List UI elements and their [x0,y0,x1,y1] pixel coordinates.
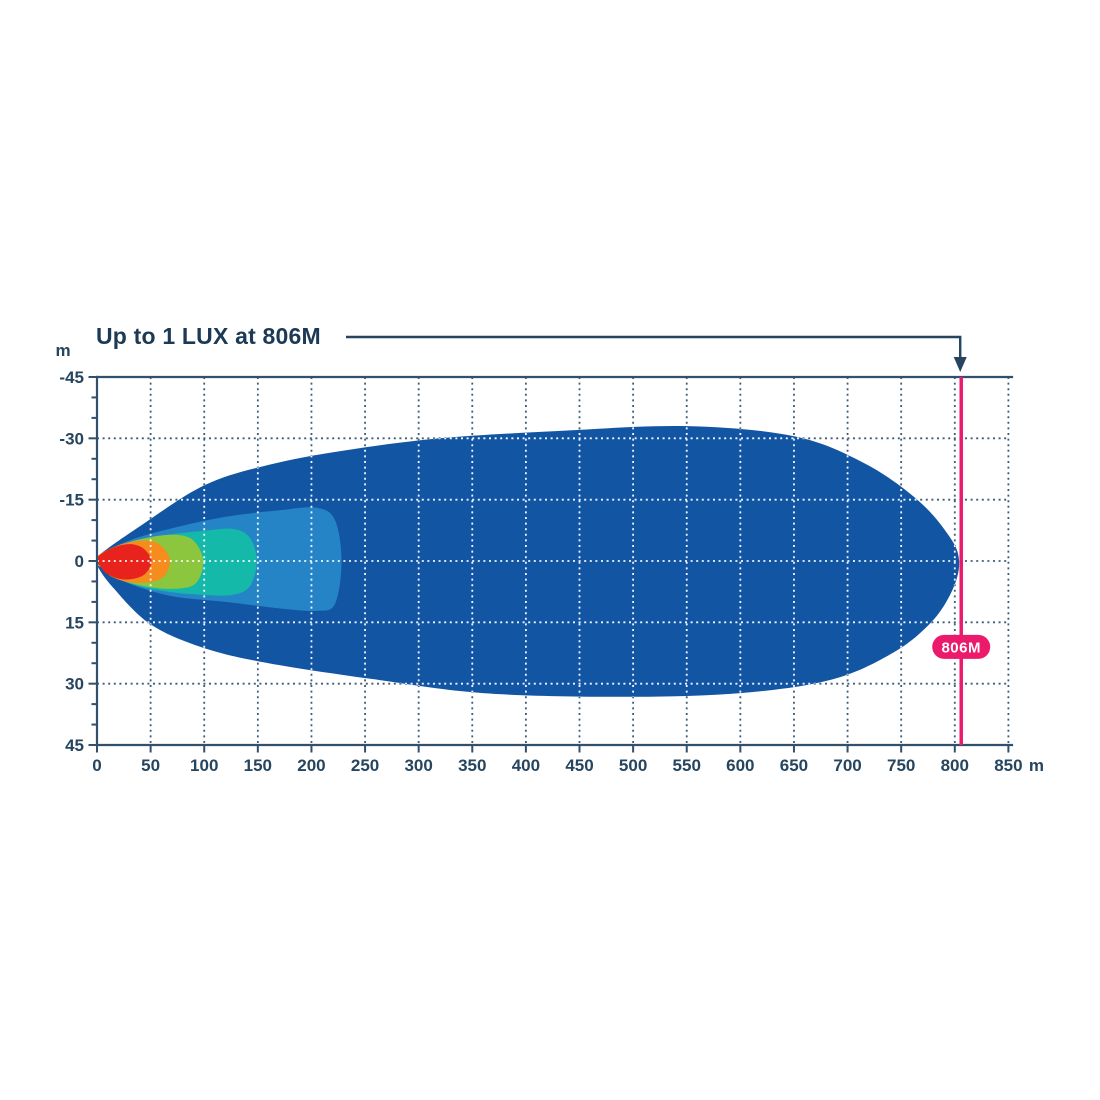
y-tick-label: 0 [75,552,84,571]
distance-badge: 806M [932,634,991,659]
beam-contour-zone-1-outermost [97,425,960,697]
x-tick-label: 400 [512,756,540,775]
x-tick-label: 850 [994,756,1022,775]
x-tick-label: 800 [941,756,969,775]
x-tick-label: 650 [780,756,808,775]
distance-badge-pill [932,634,991,659]
x-tick-label: 700 [833,756,861,775]
distance-badge-label: 806M [941,639,981,656]
x-tick-label: 100 [190,756,218,775]
x-tick-label: 50 [141,756,160,775]
ticks [88,376,1010,753]
y-tick-label: -30 [59,429,84,448]
x-tick-label: 150 [244,756,272,775]
x-tick-label: 750 [887,756,915,775]
x-tick-label: 350 [458,756,486,775]
x-tick-label: 300 [404,756,432,775]
y-axis-unit-label: m [55,341,70,360]
x-tick-label: 200 [297,756,325,775]
y-tick-label: 30 [65,675,84,694]
y-tick-label: -45 [59,368,84,387]
x-tick-label: 450 [565,756,593,775]
chart-title: Up to 1 LUX at 806M [96,323,321,349]
annotation-arrow [346,335,967,372]
annotation-arrowhead-icon [953,357,967,372]
annotation-arrow-line [346,335,962,358]
y-tick-label: -15 [59,491,84,510]
x-tick-label: 250 [351,756,379,775]
x-axis-unit-label: m [1029,756,1044,775]
beam-contour-zone-6-hotspot [97,544,152,580]
x-tick-label: 500 [619,756,647,775]
x-tick-label: 0 [92,756,101,775]
x-tick-label: 550 [673,756,701,775]
beam-contours [97,425,960,697]
y-tick-label: 15 [65,613,84,632]
x-tick-label: 600 [726,756,754,775]
y-tick-label: 45 [65,736,84,755]
